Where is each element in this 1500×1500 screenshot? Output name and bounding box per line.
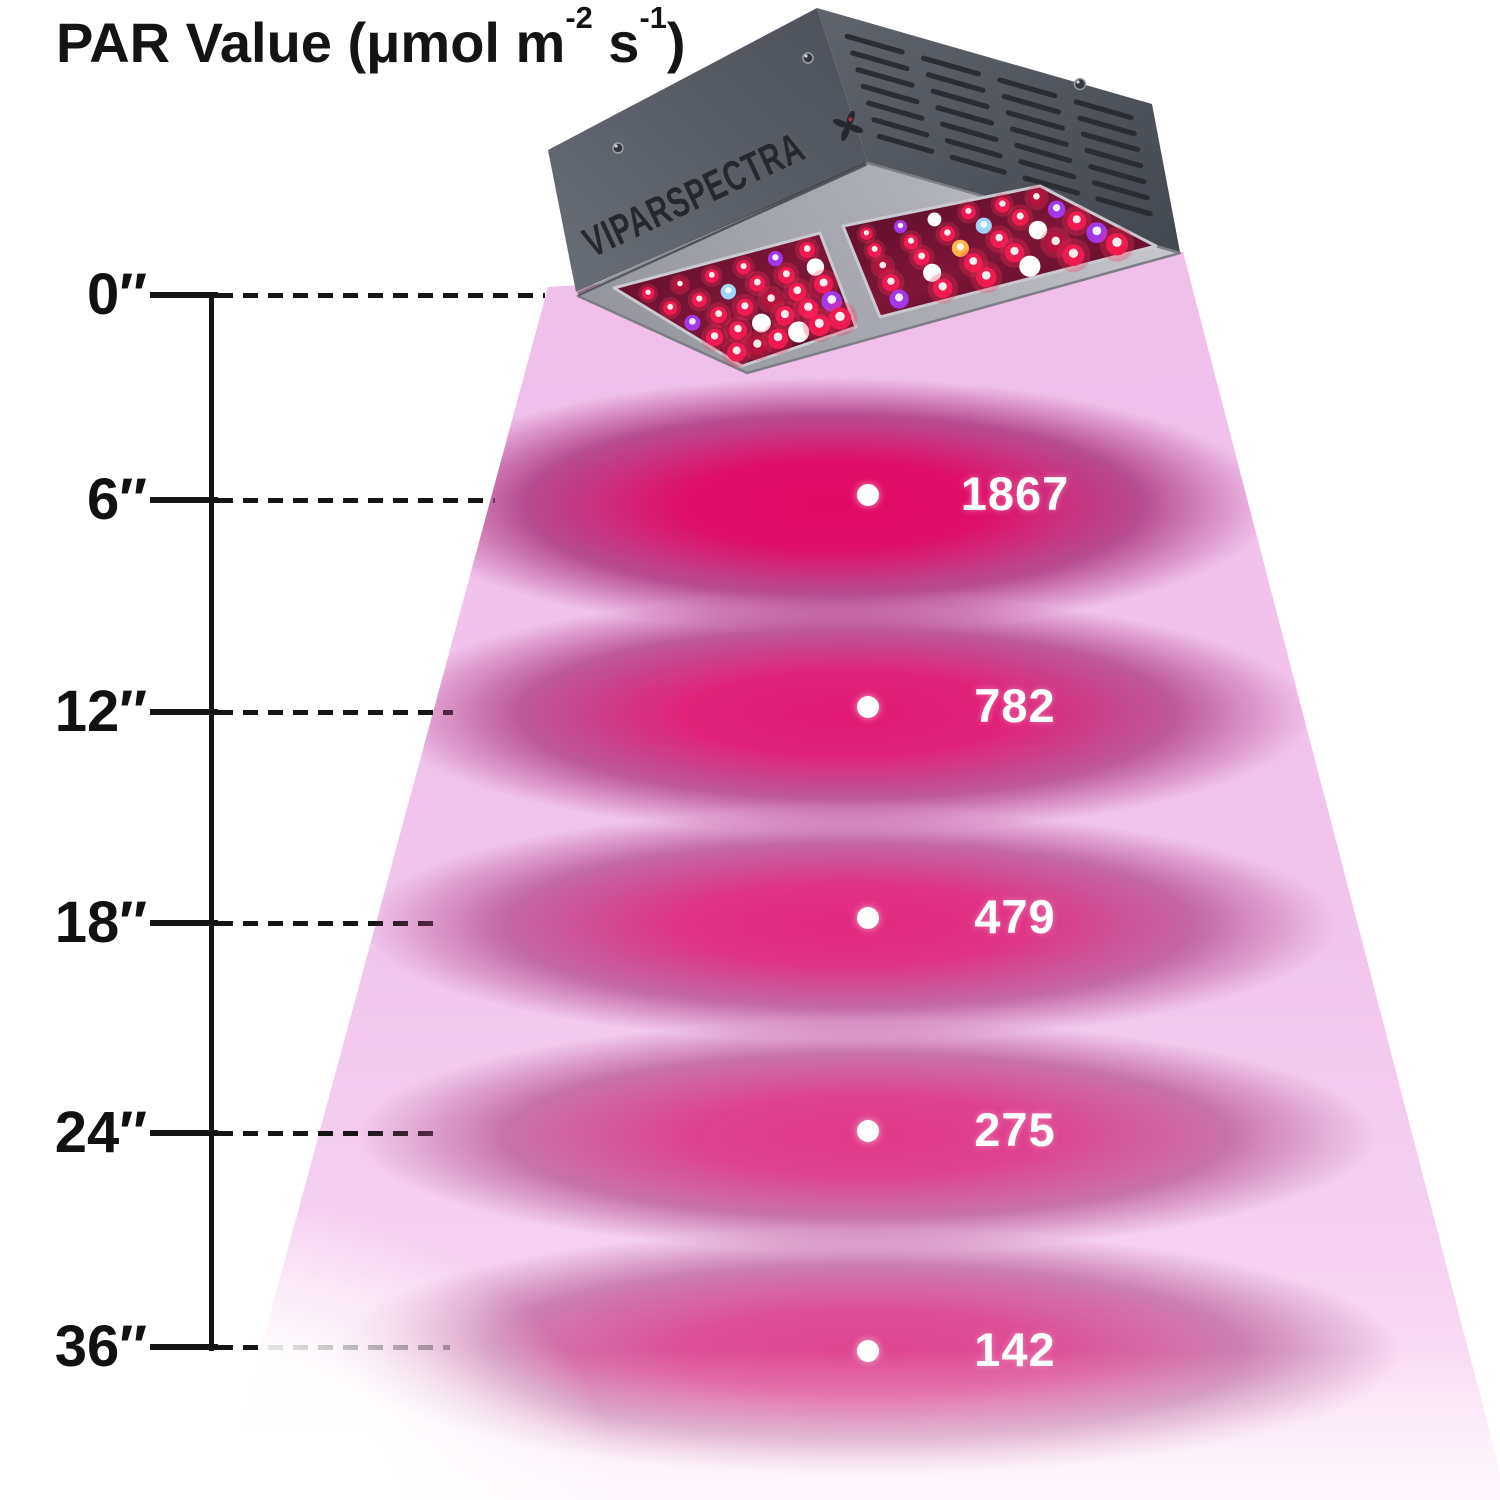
tick-0in	[150, 292, 218, 298]
brand-flower-icon	[832, 110, 864, 142]
distance-label-36in: 36″	[54, 1314, 147, 1379]
distance-label-18in: 18″	[54, 890, 147, 955]
measure-dot-12in	[857, 696, 879, 718]
measure-dot-18in	[857, 907, 879, 929]
measure-dot-36in	[857, 1340, 879, 1362]
tick-12in	[150, 709, 218, 715]
title-text: PAR Value (μmol m	[56, 11, 566, 74]
tick-6in	[150, 497, 218, 503]
par-value-18in: 479	[974, 890, 1056, 943]
screw-icons	[612, 52, 1087, 154]
par-value-36in: 142	[974, 1323, 1056, 1376]
par-value-24in: 275	[974, 1103, 1056, 1156]
title-close-paren: )	[666, 11, 686, 74]
par-value-12in: 782	[974, 679, 1056, 732]
led-array	[612, 184, 1158, 368]
title-text-s: s	[592, 11, 640, 74]
distance-label-12in: 12″	[54, 679, 147, 744]
tick-36in	[150, 1344, 218, 1350]
distance-label-6in: 6″	[86, 467, 147, 532]
guide-line-0in	[218, 293, 545, 298]
par-value-6in: 1867	[960, 467, 1070, 520]
vent-grille	[844, 33, 1153, 217]
title-superscript-m: -2	[565, 0, 593, 36]
measure-dot-6in	[857, 484, 879, 506]
title-superscript-s: -1	[639, 0, 667, 36]
tick-18in	[150, 920, 218, 926]
led-grow-light: VIPARSPECTRA	[548, 8, 1182, 375]
distance-label-0in: 0″	[86, 262, 147, 327]
hotspot-36in	[220, 1187, 1500, 1500]
guide-line-12in	[218, 710, 453, 715]
figure-title: PAR Value (μmol m-2 s-1)	[56, 0, 686, 75]
tick-24in	[150, 1130, 218, 1136]
distance-label-24in: 24″	[54, 1100, 147, 1165]
measure-dot-24in	[857, 1120, 879, 1142]
guide-line-6in	[218, 498, 495, 503]
distance-axis	[209, 293, 214, 1351]
fixture-edge-shadow	[577, 162, 867, 296]
fixture-front-face	[548, 8, 868, 292]
